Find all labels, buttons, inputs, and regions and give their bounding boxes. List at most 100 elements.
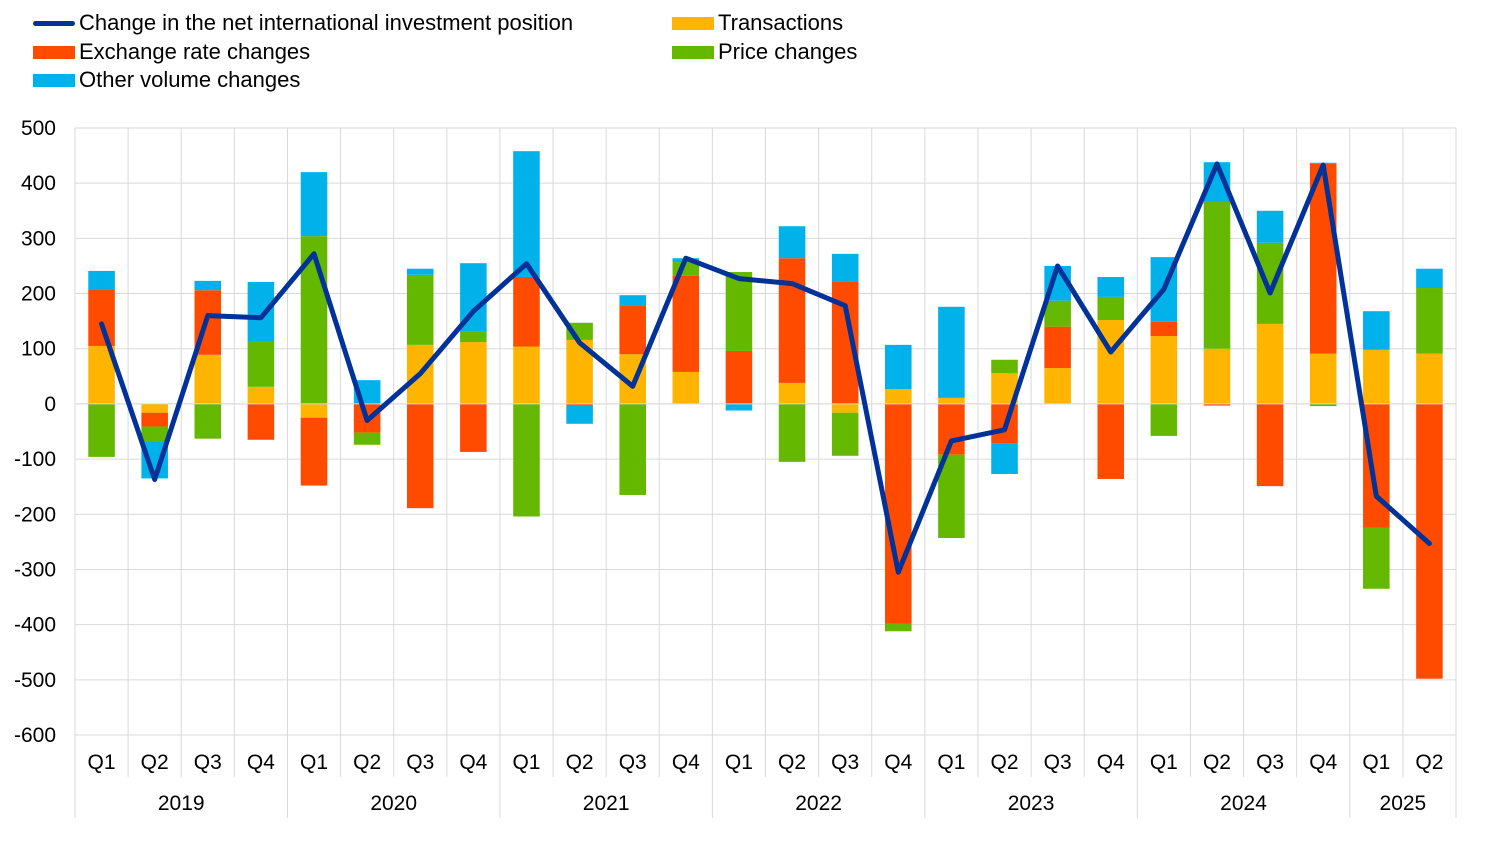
bar-segment-other-volume-changes (725, 403, 753, 411)
legend-label: Exchange rate changes (79, 39, 311, 64)
legend-color-swatch (33, 73, 75, 87)
bar-segment-price-changes (1363, 527, 1390, 589)
bar-segment-exchange-rate-changes (1256, 403, 1284, 487)
bar-segment-transactions (460, 342, 487, 404)
bar-segment-price-changes (460, 331, 487, 343)
bar-segment-other-volume-changes (1097, 276, 1125, 297)
bar-segment-price-changes (247, 341, 275, 387)
bar-segment-price-changes (1097, 296, 1125, 321)
bar-segment-other-volume-changes (88, 270, 115, 290)
bar-segment-transactions (1150, 336, 1178, 404)
bar-segment-transactions (885, 389, 912, 404)
x-tick-label: Q3 (831, 751, 859, 774)
x-tick-label: Q2 (1203, 751, 1231, 774)
bar-segment-exchange-rate-changes (1309, 163, 1337, 354)
axes: 500 400 300 200 100 0 -100 -200 -300 -400 -500 -600… (14, 117, 1457, 818)
y-tick-label: -600 (14, 724, 56, 747)
bar-segment-exchange-rate-changes (725, 350, 753, 404)
bar-segment-price-changes (1256, 242, 1284, 324)
bar-segment-transactions (1309, 353, 1337, 404)
bar-segment-transactions (194, 354, 222, 404)
bar-segment-transactions (247, 386, 275, 404)
x-tick-label: Q1 (88, 751, 116, 774)
bar-segment-price-changes (406, 274, 434, 345)
x-tick-label: Q4 (884, 751, 912, 774)
bar-segment-transactions (1416, 353, 1443, 404)
legend-label: Price changes (718, 39, 858, 64)
x-tick-label: Q2 (566, 751, 594, 774)
bar-segment-exchange-rate-changes (300, 417, 328, 486)
x-tick-label: Q4 (672, 751, 700, 774)
x-tick-label: Q2 (991, 751, 1019, 774)
year-label: 2020 (370, 792, 417, 815)
bar-segment-exchange-rate-changes (672, 275, 700, 372)
bar-segment-price-changes (353, 432, 381, 445)
bar-segment-price-changes (194, 403, 222, 439)
y-tick-label: -500 (14, 669, 56, 692)
y-tick-label: 300 (21, 227, 56, 250)
bar-segment-price-changes (1150, 403, 1178, 436)
x-tick-label: Q3 (1044, 751, 1072, 774)
x-tick-label: Q3 (406, 751, 434, 774)
bar-segment-transactions (1256, 323, 1284, 404)
bar-segment-exchange-rate-changes (406, 403, 434, 509)
bar-segment-exchange-rate-changes (88, 289, 115, 346)
bar-segment-price-changes (831, 412, 859, 456)
bar-segment-price-changes (885, 623, 912, 632)
y-tick-label: -100 (14, 448, 56, 471)
x-tick-label: Q2 (353, 751, 381, 774)
bar-segment-other-volume-changes (194, 280, 222, 291)
x-tick-label: Q1 (937, 751, 965, 774)
legend-label: Other volume changes (79, 67, 301, 92)
bar-segment-other-volume-changes (300, 172, 328, 237)
bar-segment-exchange-rate-changes (247, 403, 275, 440)
bar-segment-exchange-rate-changes (566, 403, 593, 406)
bar-segment-price-changes (1309, 403, 1337, 407)
chart-legend: Change in the net international investme… (0, 0, 1500, 100)
legend-color-swatch (33, 45, 75, 59)
y-tick-label: 400 (21, 172, 56, 195)
bar-segment-exchange-rate-changes (1203, 403, 1231, 406)
legend-item-price-changes: Price changes (672, 38, 857, 66)
bar-segment-exchange-rate-changes (885, 403, 912, 624)
legend-label: Transactions (718, 10, 844, 35)
y-tick-label: 200 (21, 283, 56, 306)
bar-segment-price-changes (1416, 288, 1443, 354)
bar-segment-transactions (831, 403, 859, 413)
bar-segment-other-volume-changes (938, 306, 965, 398)
x-tick-label: Q4 (1309, 751, 1337, 774)
x-tick-label: Q3 (194, 751, 222, 774)
x-tick-label: Q3 (619, 751, 647, 774)
bar-segment-transactions (1363, 349, 1390, 404)
year-label: 2021 (583, 792, 630, 815)
gridlines (74, 127, 1457, 736)
bar-segment-other-volume-changes (247, 281, 275, 342)
year-label: 2019 (158, 792, 205, 815)
year-label: 2022 (795, 792, 842, 815)
bar-segment-other-volume-changes (1256, 210, 1284, 243)
year-label: 2024 (1220, 792, 1267, 815)
line-series (99, 161, 1432, 575)
bar-segment-transactions (938, 397, 965, 404)
legend-color-swatch (672, 16, 714, 30)
x-tick-label: Q4 (459, 751, 487, 774)
x-tick-label: Q1 (1362, 751, 1390, 774)
x-tick-label: Q4 (1097, 751, 1125, 774)
year-label: 2023 (1008, 792, 1055, 815)
bar-segment-other-volume-changes (831, 253, 859, 282)
bar-segment-exchange-rate-changes (619, 305, 646, 355)
legend-item-net-iip: Change in the net international investme… (33, 9, 573, 37)
bar-segment-other-volume-changes (1416, 268, 1443, 289)
x-tick-label: Q1 (300, 751, 328, 774)
bar-segment-price-changes (991, 359, 1018, 374)
y-tick-label: -300 (14, 558, 56, 581)
y-tick-label: -200 (14, 503, 56, 526)
bar-segment-price-changes (141, 426, 168, 442)
x-tick-label: Q2 (1415, 751, 1443, 774)
bar-segment-transactions (778, 382, 806, 404)
bar-segment-price-changes (1203, 201, 1231, 349)
bar-segment-other-volume-changes (619, 295, 646, 306)
legend-item-other-volume: Other volume changes (33, 66, 300, 94)
x-tick-label: Q1 (1150, 751, 1178, 774)
